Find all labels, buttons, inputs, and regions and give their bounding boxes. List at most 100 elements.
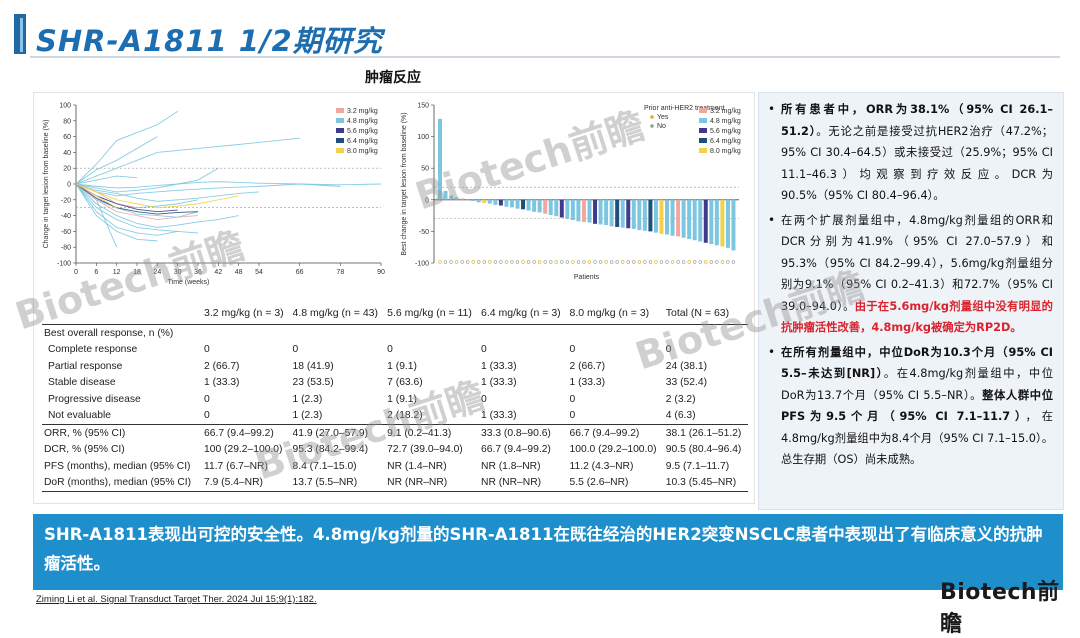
waterfall-bar [665, 199, 670, 235]
marker-legend-label: Yes [657, 114, 669, 121]
waterfall-bar [487, 199, 492, 204]
table-cell: 7.9 (5.4–NR) [202, 474, 291, 492]
row-label: DoR (months), median (95% CI) [42, 474, 202, 492]
table-cell: 7 (63.6) [387, 377, 423, 389]
table-row: ORR, % (95% CI) 66.7 (9.4–99.2) 41.9 (27.0… [42, 424, 748, 442]
finding-dor-mid: 。在4.8mg/kg剂量组中，中位DoR为13.7个月（95% CI 5.5–N… [781, 367, 1053, 402]
legend-label: 5.6 mg/kg [347, 128, 378, 135]
prior-treatment-marker [543, 260, 547, 264]
prior-treatment-marker [521, 260, 525, 264]
prior-treatment-marker [659, 260, 664, 264]
prior-treatment-marker [726, 260, 730, 264]
x-tick-label: 48 [235, 269, 243, 276]
table-cell: 0 [665, 344, 672, 356]
waterfall-bar [438, 118, 442, 200]
row-label: Partial response [48, 360, 123, 372]
table-cell: 1 (33.3) [569, 377, 606, 389]
y-axis-label: Best change in target lesion from baseli… [401, 112, 408, 255]
table-cell: 100.0 (29.2–100.0) [569, 444, 657, 456]
y-tick-label: 40 [63, 150, 71, 157]
table-cell: 0 [569, 344, 576, 356]
marker-legend-label: No [657, 123, 666, 130]
waterfall-bar [465, 199, 470, 200]
x-axis-label: Time (weeks) [168, 279, 210, 286]
series-line [75, 183, 178, 236]
table-cell: 10.3 (5.45–NR) [663, 474, 748, 492]
table-cell: 11.7 (6.7–NR) [204, 460, 268, 472]
prior-treatment-marker [681, 260, 686, 264]
series-line [75, 110, 178, 185]
table-cell: NR (1.8–NR) [481, 460, 541, 472]
waterfall-bar [504, 199, 509, 207]
prior-treatment-marker [704, 260, 708, 264]
table-cell: 66.7 (9.4–99.2) [202, 424, 291, 442]
x-tick-label: 54 [255, 269, 263, 276]
y-tick-label: 80 [63, 118, 71, 125]
table-cell: 2 (3.2) [665, 393, 696, 405]
series-line [75, 175, 138, 185]
y-tick-label: 0 [425, 197, 429, 204]
prior-treatment-marker [604, 260, 608, 264]
citation[interactable]: Ziming Li et al. Signal Transduct Target… [36, 594, 317, 605]
table-cell: 66.7 (9.4–99.2) [567, 424, 664, 442]
slide-title: SHR-A1811 1/2期研究 [36, 24, 383, 58]
legend-swatch [699, 128, 707, 133]
y-tick-label: -100 [57, 261, 71, 268]
finding-rp2d: 由于在5.6mg/kg剂量组中没有明显的抗肿瘤活性改善，4.8mg/kg被确定为… [781, 299, 1053, 335]
series-line [75, 136, 158, 185]
row-label: DCR, % (95% CI) [44, 444, 125, 456]
waterfall-bar [692, 199, 697, 241]
table-cell: 0 [481, 393, 487, 405]
prior-treatment-marker [465, 260, 470, 264]
waterfall-bar [543, 199, 548, 214]
prior-treatment-marker [576, 260, 581, 264]
row-label: Complete response [48, 344, 138, 356]
marker-legend-dot [650, 124, 654, 128]
prior-treatment-marker [609, 260, 614, 264]
table-row: Complete response 0 0 0 0 0 0 [42, 342, 748, 359]
waterfall-bar [449, 195, 454, 200]
waterfall-bar [532, 199, 537, 212]
prior-treatment-marker [593, 260, 597, 264]
legend-swatch [336, 138, 344, 143]
prior-treatment-marker [665, 260, 669, 264]
waterfall-bar [548, 199, 553, 215]
waterfall-bar [637, 199, 642, 231]
waterfall-bar [570, 199, 575, 221]
table-cell: 24 (38.1) [665, 360, 708, 372]
prior-treatment-marker [510, 260, 514, 264]
legend-label: 4.8 mg/kg [710, 118, 741, 125]
table-header-cell [42, 302, 202, 325]
table-row: Progressive disease 0 1 (2.3) 1 (9.1) 0 0 2 (3… [42, 391, 748, 408]
legend-label: 8.0 mg/kg [347, 148, 378, 155]
y-tick-label: -40 [61, 213, 71, 220]
table-row: Partial response 2 (66.7) 18 (41.9) 1 (9.1)… [42, 358, 748, 375]
waterfall-plot: 150 100 50 0 -50 -100 Patients Best change in t… [401, 103, 741, 282]
prior-treatment-marker [537, 260, 542, 264]
table-cell: 1 (33.3) [481, 377, 517, 389]
x-tick-label: 24 [153, 269, 161, 276]
finding-pfs-lead: 整体人群中位PFS为9.5个月（95% CI 7.1–11.7） [781, 388, 1053, 424]
legend-label: 5.6 mg/kg [710, 128, 741, 135]
marker-legend-dot [650, 115, 654, 119]
finding-pfs-rest: ，在4.8mg/kg剂量组中为8.4个月（95% CI 7.1–15.0）。总生… [781, 410, 1053, 466]
table-cell: 33.3 (0.8–90.6) [479, 424, 568, 442]
waterfall-bar [521, 199, 526, 210]
response-table: 3.2 mg/kg (n = 3) 4.8 mg/kg (n = 43) 5.6… [42, 302, 748, 492]
legend-swatch [699, 118, 707, 123]
table-cell: 90.5 (80.4–96.4) [665, 444, 742, 456]
table-cell: 1 (9.1) [387, 393, 417, 405]
legend-swatch [336, 128, 344, 133]
prior-treatment-marker [571, 260, 575, 264]
y-tick-label: -60 [61, 229, 71, 236]
legend-label: 6.4 mg/kg [347, 138, 378, 145]
waterfall-bar [731, 199, 736, 251]
waterfall-bar [565, 199, 570, 219]
waterfall-bar [720, 199, 725, 247]
series-line [75, 183, 158, 242]
table-cell: 5.5 (2.6–NR) [567, 474, 664, 492]
table-header-cell: 8.0 mg/kg (n = 3) [567, 302, 664, 325]
table-cell: 9.1 (0.2–41.3) [385, 424, 480, 442]
row-label: Stable disease [48, 377, 116, 389]
